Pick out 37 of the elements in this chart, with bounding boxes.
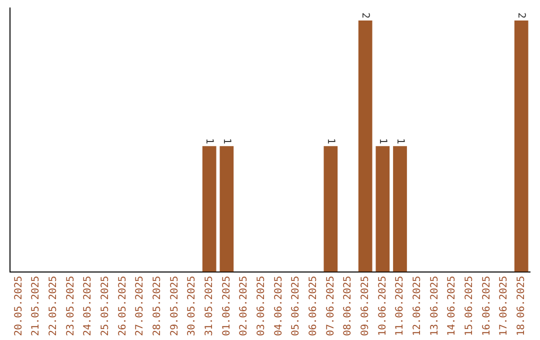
x-tick-label: 12.06.2025 — [412, 276, 423, 336]
x-tick-label: 17.06.2025 — [498, 276, 510, 336]
x-tick-label: 04.06.2025 — [273, 276, 284, 336]
data-label: 1 — [377, 138, 388, 144]
x-tick-label: 31.05.2025 — [204, 276, 215, 336]
x-tick-label: 27.05.2025 — [134, 276, 146, 336]
x-tick-label: 29.05.2025 — [169, 276, 180, 336]
data-label: 1 — [394, 138, 406, 144]
x-tick-label: 15.06.2025 — [464, 276, 475, 336]
x-tick-label: 28.05.2025 — [152, 276, 163, 336]
x-tick-label: 25.05.2025 — [100, 276, 111, 336]
x-tick-label: 14.06.2025 — [446, 276, 458, 336]
data-label: 1 — [221, 138, 232, 144]
x-tick-label: 22.05.2025 — [48, 276, 59, 336]
x-tick-label: 05.06.2025 — [290, 276, 302, 336]
x-tick-label: 02.06.2025 — [238, 276, 250, 336]
x-tick-label: 08.06.2025 — [342, 276, 354, 336]
data-label: 1 — [325, 138, 336, 144]
x-tick-label: 13.06.2025 — [429, 276, 440, 336]
x-tick-label: 21.05.2025 — [30, 276, 42, 336]
x-tick-label: 20.05.2025 — [13, 276, 24, 336]
x-tick-label: 18.06.2025 — [516, 276, 527, 336]
x-tick-label: 16.06.2025 — [481, 276, 492, 336]
x-tick-label: 06.06.2025 — [308, 276, 319, 336]
x-tick-label: 23.05.2025 — [65, 276, 76, 336]
x-tick-label: 09.06.2025 — [360, 276, 371, 336]
data-label: 2 — [360, 12, 371, 19]
x-tick-label: 30.05.2025 — [186, 276, 198, 336]
x-tick-label: 07.06.2025 — [325, 276, 336, 336]
x-tick-label: 11.06.2025 — [394, 276, 406, 336]
data-label: 1 — [204, 138, 215, 144]
x-tick-label: 01.06.2025 — [221, 276, 232, 336]
data-label: 2 — [516, 12, 527, 19]
x-tick-label: 24.05.2025 — [82, 276, 94, 336]
x-tick-label: 26.05.2025 — [117, 276, 128, 336]
x-tick-label: 10.06.2025 — [377, 276, 388, 336]
x-tick-label: 03.06.2025 — [256, 276, 267, 336]
